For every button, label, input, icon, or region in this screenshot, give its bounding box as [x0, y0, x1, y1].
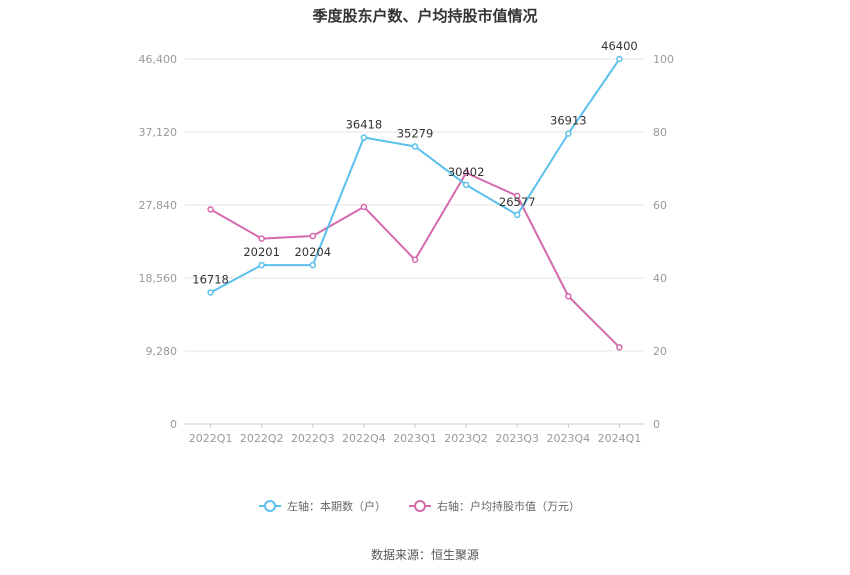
x-tick-label: 2023Q4	[547, 432, 591, 445]
left-tick-label: 27,840	[139, 199, 178, 212]
data-label: 26577	[499, 195, 536, 209]
left-tick-label: 18,560	[139, 272, 178, 285]
x-tick-label: 2024Q1	[598, 432, 642, 445]
legend-marker	[414, 500, 426, 512]
data-point	[360, 203, 368, 211]
chart-title: 季度股东户数、户均持股市值情况	[312, 7, 537, 25]
x-tick-label: 2023Q3	[495, 432, 539, 445]
x-tick-label: 2022Q3	[291, 432, 335, 445]
data-label: 46400	[601, 39, 638, 53]
data-label: 35279	[397, 126, 434, 140]
left-tick-label: 46,400	[139, 53, 178, 66]
right-tick-label: 100	[653, 53, 674, 66]
x-tick-label: 2022Q4	[342, 432, 386, 445]
data-point	[207, 289, 214, 296]
data-point	[513, 192, 521, 200]
data-source: 数据来源：恒生聚源	[371, 547, 479, 562]
data-point	[411, 143, 419, 150]
legend[interactable]: 左轴：本期数（户） 右轴：户均持股市值（万元）	[259, 499, 580, 513]
data-point	[309, 232, 317, 240]
legend-item-holders[interactable]: 左轴：本期数（户）	[259, 499, 386, 513]
data-point	[565, 293, 572, 300]
right-tick-label: 0	[653, 418, 660, 431]
legend-label: 右轴：户均持股市值（万元）	[437, 499, 580, 513]
right-tick-label: 40	[653, 272, 667, 285]
data-point	[565, 130, 572, 137]
left-tick-label: 37,120	[139, 126, 178, 139]
x-tick-label: 2022Q1	[189, 432, 233, 445]
data-label: 20201	[243, 245, 280, 259]
data-label: 16718	[192, 272, 229, 286]
legend-label: 左轴：本期数（户）	[287, 499, 386, 513]
data-label: 20204	[294, 245, 331, 259]
right-tick-label: 20	[653, 345, 667, 358]
data-point	[207, 206, 214, 213]
data-point	[309, 261, 317, 269]
left-tick-label: 9,280	[146, 345, 178, 358]
series-layer: 16718 20201 20204 36418 35279 30402 26577 36913…	[192, 39, 638, 351]
left-tick-label: 0	[170, 418, 177, 431]
data-point	[616, 55, 623, 63]
data-point	[258, 235, 265, 242]
right-tick-label: 60	[653, 199, 667, 212]
right-axis-ticks: 0 20 40 60 80 100	[653, 53, 674, 431]
data-point	[360, 134, 368, 141]
x-tick-label: 2023Q1	[393, 432, 437, 445]
data-point	[258, 261, 265, 269]
x-tick-label: 2023Q2	[444, 432, 488, 445]
data-point	[462, 169, 470, 177]
data-point	[462, 181, 470, 189]
data-point	[513, 211, 521, 219]
data-point	[616, 344, 623, 351]
data-point	[411, 256, 419, 263]
data-label: 36418	[346, 118, 383, 132]
x-axis-ticks: 2022Q1 2022Q2 2022Q3 2022Q4 2023Q1 2023Q2 2023…	[189, 424, 642, 445]
data-label: 36913	[550, 114, 587, 128]
x-tick-label: 2022Q2	[240, 432, 284, 445]
legend-marker	[264, 500, 276, 512]
right-tick-label: 80	[653, 126, 667, 139]
data-label: 30402	[448, 165, 485, 179]
legend-item-avg-value[interactable]: 右轴：户均持股市值（万元）	[409, 499, 580, 513]
left-axis-ticks: 0 9,280 18,560 27,840 37,120 46,400	[139, 53, 178, 431]
